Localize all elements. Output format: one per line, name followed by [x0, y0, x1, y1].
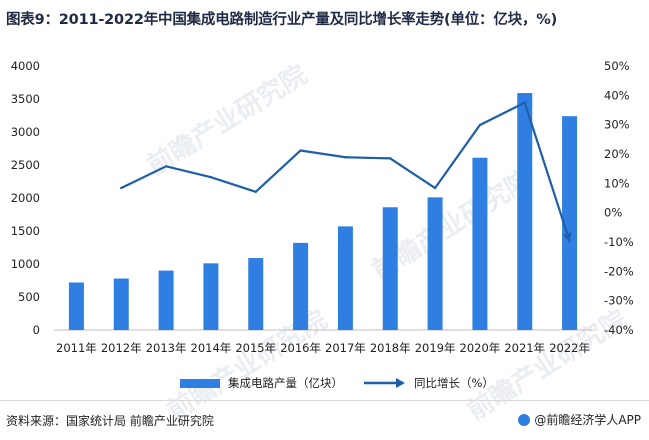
- line-segment: [478, 101, 526, 127]
- line-point: [254, 190, 257, 193]
- x-axis-tick-label: 2022年: [549, 341, 590, 355]
- legend-bar-label: 集成电路产量（亿块）: [228, 376, 343, 390]
- legend-line-label: 同比增长（%）: [414, 376, 494, 390]
- left-axis-tick-label: 0: [33, 323, 40, 337]
- line-point: [120, 186, 123, 190]
- line-point: [164, 165, 168, 168]
- chart-title: 图表9：2011-2022年中国集成电路制造行业产量及同比增长率走势(单位：亿块…: [6, 12, 557, 28]
- left-axis-tick-label: 1500: [11, 224, 40, 238]
- x-axis-tick-label: 2017年: [325, 341, 366, 355]
- brand-credit: @前瞻经济学人APP: [518, 411, 641, 428]
- line-segment: [433, 123, 482, 190]
- line-point: [209, 176, 213, 179]
- line-segment: [389, 157, 437, 190]
- x-axis-tick-label: 2019年: [415, 341, 456, 355]
- bar: [203, 263, 219, 330]
- legend-line-swatch: [364, 378, 405, 388]
- line-segment: [254, 149, 302, 193]
- bar: [113, 278, 129, 330]
- right-axis-tick-label: -40%: [604, 323, 634, 337]
- bar-series: [68, 93, 578, 330]
- x-axis-tick-label: 2021年: [504, 341, 545, 355]
- line-point: [568, 240, 571, 243]
- line-point: [478, 123, 482, 127]
- bar: [68, 282, 84, 330]
- right-axis-tick-label: 20%: [604, 147, 630, 161]
- right-axis-tick-label: 40%: [604, 88, 630, 102]
- left-axis-tick-label: 500: [18, 290, 40, 304]
- bar: [427, 197, 443, 330]
- legend-item-bar: 集成电路产量（亿块）: [180, 375, 343, 391]
- bar: [248, 258, 264, 330]
- x-axis-tick-label: 2012年: [101, 341, 142, 355]
- line-segment: [299, 149, 347, 159]
- bar: [472, 157, 488, 330]
- line-series: [120, 101, 572, 243]
- left-axis-tick-label: 2500: [11, 158, 40, 172]
- right-axis-tick-label: -30%: [604, 294, 634, 308]
- left-axis-tick-label: 4000: [11, 59, 40, 73]
- line-segment: [120, 165, 168, 190]
- line-segment: [209, 176, 257, 193]
- bar: [337, 226, 353, 330]
- left-axis-tick-label: 3000: [11, 125, 40, 139]
- right-axis-tick-label: 0%: [604, 206, 622, 220]
- legend: 集成电路产量（亿块） 同比增长（%）: [0, 375, 649, 395]
- brand-logo-icon: [518, 413, 531, 426]
- x-axis-tick-label: 2015年: [235, 341, 276, 355]
- source-note: 资料来源：国家统计局 前瞻产业研究院: [6, 414, 214, 428]
- left-axis-tick-label: 3500: [11, 92, 40, 106]
- x-axis-tick-label: 2014年: [191, 341, 232, 355]
- line-arrow-head: [562, 231, 572, 242]
- left-axis: 0 500 1000 1500 2000 2500 3000 3500 4000: [11, 59, 40, 337]
- bar: [158, 270, 174, 330]
- legend-item-line: 同比增长（%）: [362, 375, 494, 391]
- line-segment: [164, 165, 213, 179]
- bar: [382, 207, 398, 330]
- legend-bar-swatch: [180, 378, 220, 388]
- line-point: [344, 156, 347, 159]
- x-axis-tick-label: 2011年: [56, 341, 97, 355]
- x-axis-tick-label: 2020年: [460, 341, 501, 355]
- footer-divider: [0, 400, 649, 401]
- line-point: [523, 101, 526, 104]
- bar: [293, 242, 309, 330]
- brand-text: @前瞻经济学人APP: [534, 413, 641, 427]
- line-point: [433, 186, 437, 190]
- x-axis-tick-label: 2018年: [370, 341, 411, 355]
- right-axis-tick-label: -20%: [604, 264, 634, 278]
- right-axis-tick-label: 50%: [604, 59, 630, 73]
- x-axis-tick-label: 2013年: [146, 341, 187, 355]
- right-axis-tick-label: -10%: [604, 235, 634, 249]
- bar: [517, 93, 533, 330]
- right-axis-tick-label: 10%: [604, 176, 630, 190]
- left-axis-tick-label: 1000: [11, 257, 40, 271]
- line-segment: [344, 156, 392, 160]
- line-segment: [523, 101, 569, 235]
- right-axis-tick-label: 30%: [604, 118, 630, 132]
- line-point: [299, 149, 302, 152]
- x-axis-tick-label: 2016年: [280, 341, 321, 355]
- line-point: [389, 157, 392, 160]
- x-axis: 2011年 2012年 2013年 2014年 2015年 2016年 2017年 2018年…: [56, 341, 590, 355]
- bar: [562, 116, 578, 330]
- right-axis: -40% -30% -20% -10% 0% 10% 20% 30% 40% 50%: [604, 59, 634, 337]
- chart-plot: 0 500 1000 1500 2000 2500 3000 3500 4000 -40% -30…: [11, 59, 634, 355]
- left-axis-tick-label: 2000: [11, 191, 40, 205]
